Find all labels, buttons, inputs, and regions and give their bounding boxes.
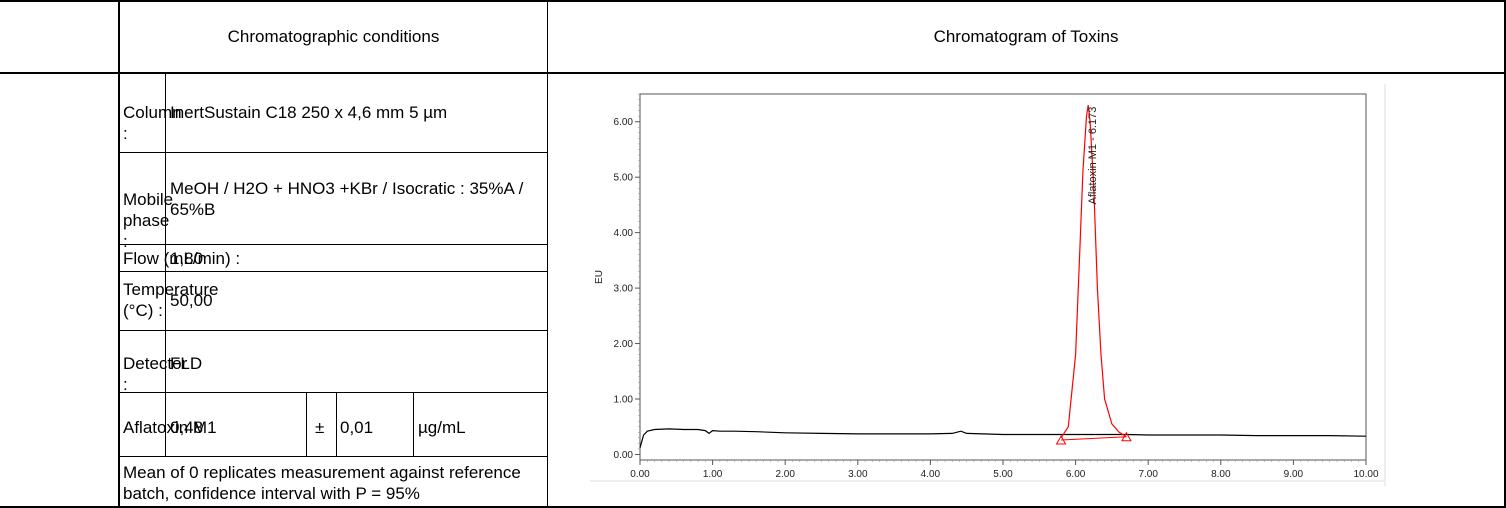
- table-border-bottom: [0, 506, 1506, 508]
- row-divider: [118, 244, 548, 245]
- x-tick-label: 7.00: [1138, 469, 1158, 480]
- x-tick-label: 4.00: [921, 469, 941, 480]
- peak-trace: [1060, 105, 1127, 439]
- x-tick-label: 10.00: [1353, 469, 1378, 480]
- baseline-trace: [639, 428, 1367, 448]
- result-value: 0,48: [170, 418, 204, 437]
- y-tick-label: 6.00: [614, 117, 634, 128]
- result-divider: [306, 392, 307, 457]
- plus-minus-symbol: ±: [315, 418, 325, 437]
- y-tick-label: 3.00: [614, 284, 634, 295]
- result-divider: [413, 392, 414, 457]
- table-border-top: [0, 0, 1506, 2]
- conditions-header: Chromatographic conditions: [227, 27, 440, 46]
- y-tick-label: 0.00: [614, 450, 634, 461]
- peak-annotation: Aflatoxin M1 - 6.173: [1087, 107, 1099, 205]
- flow-value: 1,80: [170, 249, 204, 268]
- temperature-value: 50,00: [170, 291, 213, 310]
- y-tick-label: 2.00: [614, 339, 634, 350]
- x-tick-label: 5.00: [993, 469, 1013, 480]
- y-tick-label: 5.00: [614, 173, 634, 184]
- chart-panel-shadow-bottom: [590, 480, 1386, 482]
- x-tick-label: 9.00: [1284, 469, 1304, 480]
- table-border-left: [118, 0, 120, 508]
- y-tick-label: 1.00: [614, 395, 634, 406]
- peak-marker: [1055, 435, 1067, 445]
- y-axis-label: EU: [594, 270, 605, 284]
- column-divider: [165, 73, 166, 457]
- row-divider: [118, 392, 548, 393]
- detector-value: FLD: [170, 354, 203, 373]
- chart-background: [590, 84, 1390, 486]
- column-value: InertSustain C18 250 x 4,6 mm 5 µm: [170, 103, 448, 122]
- chromatogram-header: Chromatogram of Toxins: [933, 27, 1119, 46]
- peak-marker: [1121, 431, 1132, 442]
- footnote: Mean of 0 replicates measurement against…: [123, 463, 521, 503]
- flow-label: Flow (mL/min) :: [123, 249, 241, 268]
- integration-baseline: [1061, 436, 1127, 441]
- x-tick-label: 8.00: [1211, 469, 1231, 480]
- table-border-header: [0, 72, 1506, 74]
- mobile-phase-label: Mobile phase :: [123, 190, 174, 251]
- x-tick-label: 1.00: [703, 469, 723, 480]
- result-divider: [336, 392, 337, 457]
- x-tick-label: 2.00: [775, 469, 795, 480]
- mobile-phase-value: MeOH / H2O + HNO3 +KBr / Isocratic : 35%…: [170, 179, 524, 219]
- table-border-right: [1504, 0, 1506, 508]
- row-divider: [118, 271, 548, 272]
- chart-panel-shadow-right: [1384, 84, 1386, 486]
- detector-label: Detector :: [123, 354, 188, 394]
- y-tick-label: 4.00: [614, 228, 634, 239]
- x-tick-label: 6.00: [1066, 469, 1086, 480]
- panel-divider: [547, 0, 548, 508]
- x-tick-label: 3.00: [848, 469, 868, 480]
- x-tick-label: 0.00: [630, 469, 650, 480]
- row-divider: [118, 330, 548, 331]
- temperature-label: Temperature (°C) :: [123, 280, 219, 320]
- chromatogram-chart: 0.00 1.00 2.00 3.00 4.00 5.00 6.00 7.00 8.00 9.00…: [590, 84, 1390, 486]
- row-divider: [118, 152, 548, 153]
- row-divider: [118, 456, 548, 457]
- column-label: Column :: [123, 103, 182, 143]
- result-uncertainty: 0,01: [340, 418, 374, 437]
- result-unit: µg/mL: [418, 418, 466, 437]
- result-label: Aflatoxin M1: [123, 418, 217, 437]
